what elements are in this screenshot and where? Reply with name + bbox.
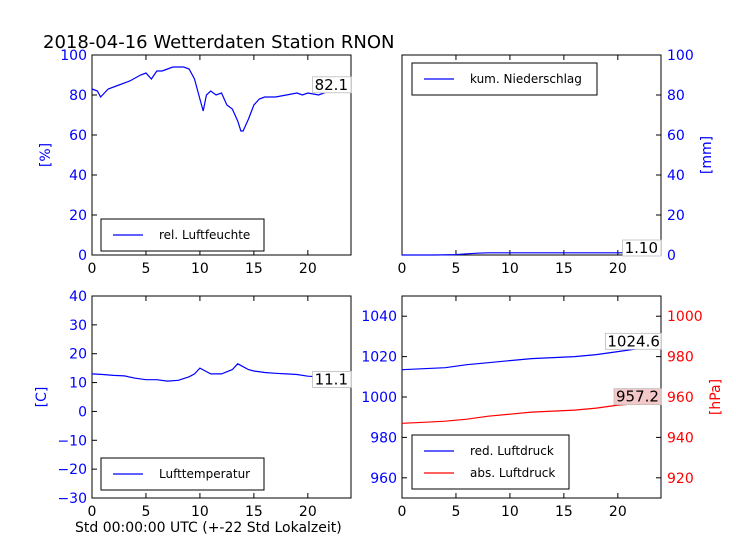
panel-2-ylabel: [C] xyxy=(34,387,50,408)
panel-0-ytick-label: 60 xyxy=(69,128,87,144)
panel-3-xtick-label: 10 xyxy=(501,504,519,520)
panel-3-xtick-label: 0 xyxy=(398,504,407,520)
panel-0-ytick-label: 80 xyxy=(69,88,87,104)
panel-0-series-line xyxy=(91,66,352,132)
panel-3-ytick-label: 960 xyxy=(667,390,694,406)
panel-1-ytick-label: 40 xyxy=(667,168,685,184)
panel-3-series-line xyxy=(401,346,662,371)
panel-0-xtick-label: 15 xyxy=(245,261,263,277)
panel-3-last-value: 957.2 xyxy=(616,388,659,406)
panel-2-ytick-label: 10 xyxy=(69,376,87,392)
panel-2-legend-label: Lufttemperatur xyxy=(159,467,250,481)
panel-2-ytick-label: −10 xyxy=(57,433,87,449)
panel-1-ytick-label: 0 xyxy=(667,248,676,264)
panel-2-xtick-label: 20 xyxy=(299,504,317,520)
panel-0-xtick-label: 10 xyxy=(191,261,209,277)
panel-3-legend-box xyxy=(411,434,570,490)
panel-3-ytick-label: 980 xyxy=(370,430,397,446)
panel-1-ytick-label: 20 xyxy=(667,208,685,224)
panel-3-xtick-label: 5 xyxy=(451,504,460,520)
panel-1-legend-label: kum. Niederschlag xyxy=(470,72,582,86)
panel-1-ytick-label: 100 xyxy=(667,48,694,64)
panel-2-xtick-label: 5 xyxy=(141,504,150,520)
panel-2-ytick-label: −20 xyxy=(57,462,87,478)
panel-1-last-value-box xyxy=(622,239,662,257)
panel-3-series-line xyxy=(401,402,662,424)
panel-3-ytick-label: 920 xyxy=(667,471,694,487)
panel-3-ylabel: [hPa] xyxy=(708,379,724,415)
x-axis-label: Std 00:00:00 UTC (+-22 Std Lokalzeit) xyxy=(75,520,342,536)
panel-1-xtick-label: 0 xyxy=(398,261,407,277)
panel-2-xtick-label: 15 xyxy=(245,504,263,520)
panel-3-ytick-label: 1040 xyxy=(361,309,397,325)
panel-3-ytick-label: 1000 xyxy=(361,390,397,406)
panel-2-last-value-box xyxy=(312,370,352,388)
panel-3-ytick-label: 1000 xyxy=(667,309,703,325)
panel-2-ytick-label: 20 xyxy=(69,347,87,363)
panel-3-ytick-label: 940 xyxy=(667,430,694,446)
panel-0-last-value-box xyxy=(312,76,352,94)
panel-0-ytick-label: 100 xyxy=(60,48,87,64)
panel-2-xtick-label: 0 xyxy=(88,504,97,520)
panel-2-xtick-label: 10 xyxy=(191,504,209,520)
panel-2-ytick-label: 30 xyxy=(69,318,87,334)
panel-3-legend-label: abs. Luftdruck xyxy=(470,466,555,480)
panel-1-series-line xyxy=(402,252,661,256)
panel-0-ylabel: [%] xyxy=(38,143,54,167)
panel-1-frame xyxy=(401,54,662,256)
panel-1-xtick-label: 10 xyxy=(501,261,519,277)
panel-0-last-value: 82.1 xyxy=(315,76,348,94)
panel-3-ytick-label: 960 xyxy=(370,471,397,487)
panel-2-ytick-label: 0 xyxy=(78,404,87,420)
panel-3-legend-label: red. Luftdruck xyxy=(470,444,554,458)
panel-3-ytick-label: 980 xyxy=(667,350,694,366)
chart-title: 2018-04-16 Wetterdaten Station RNON xyxy=(43,32,394,53)
panel-1-last-value: 1.10 xyxy=(625,239,658,257)
panel-0-xtick-label: 20 xyxy=(299,261,317,277)
panel-1-xtick-label: 20 xyxy=(609,261,627,277)
panel-0-ytick-label: 40 xyxy=(69,168,87,184)
panel-0-legend-label: rel. Luftfeuchte xyxy=(159,228,250,242)
panel-2-frame xyxy=(91,295,352,499)
panel-2-ytick-label: −30 xyxy=(57,491,87,507)
panel-3-xtick-label: 15 xyxy=(555,504,573,520)
panel-3-xtick-label: 20 xyxy=(609,504,627,520)
panel-3-last-value-box xyxy=(613,388,662,406)
panel-0-ytick-label: 20 xyxy=(69,208,87,224)
panel-0-ytick-label: 0 xyxy=(78,248,87,264)
panel-0-xtick-label: 0 xyxy=(88,261,97,277)
panel-1-ylabel: [mm] xyxy=(699,136,715,174)
panel-1-xtick-label: 15 xyxy=(555,261,573,277)
panel-2-series-line xyxy=(91,363,352,382)
panel-0-xtick-label: 5 xyxy=(141,261,150,277)
panel-2-ytick-label: 40 xyxy=(69,289,87,305)
panel-0-frame xyxy=(91,54,352,256)
panel-3-ytick-label: 1020 xyxy=(361,350,397,366)
panel-3-last-value-box xyxy=(605,332,662,350)
panel-2-last-value: 11.1 xyxy=(315,370,348,388)
panel-3-last-value: 1024.6 xyxy=(607,332,660,350)
panel-1-ytick-label: 60 xyxy=(667,128,685,144)
panel-1-xtick-label: 5 xyxy=(451,261,460,277)
panel-1-ytick-label: 80 xyxy=(667,88,685,104)
